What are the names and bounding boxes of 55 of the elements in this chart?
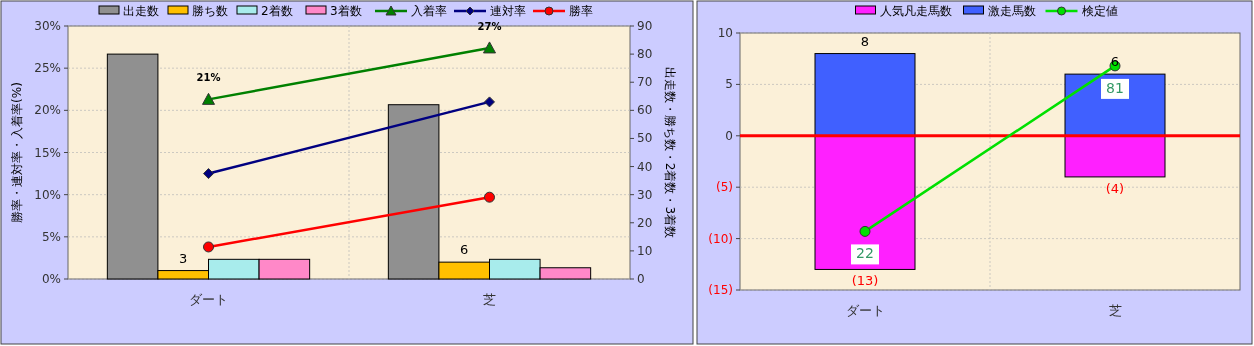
y-tick-label: 5 xyxy=(725,77,733,92)
x-tick-label: 芝 xyxy=(1108,303,1122,318)
y-tick-label: 0 xyxy=(725,128,733,143)
legend-label: 3着数 xyxy=(330,4,362,18)
y2-tick-label: 70 xyxy=(637,75,653,90)
bar xyxy=(814,53,916,137)
legend-label: 勝ち数 xyxy=(192,4,228,18)
data-label: 6 xyxy=(460,242,469,258)
point xyxy=(203,168,214,180)
data-label: 8 xyxy=(860,33,870,49)
y-tick-label: 25% xyxy=(34,61,61,76)
point xyxy=(203,241,214,253)
y2-axis-title: 出走数・勝ち数・2着数・3着数 xyxy=(663,66,677,239)
y-tick-label: 20% xyxy=(34,103,61,118)
legend-label: 激走馬数 xyxy=(987,4,1036,18)
y2-tick-label: 90 xyxy=(637,19,653,33)
legend-label: 入着率 xyxy=(411,4,447,18)
y-tick-label: 5% xyxy=(41,229,61,244)
bar xyxy=(1064,135,1166,178)
y2-tick-label: 60 xyxy=(637,103,653,118)
y-tick-label: 10% xyxy=(34,187,61,202)
annotation: 81 xyxy=(1106,79,1124,96)
y2-tick-label: 40 xyxy=(637,159,653,174)
y-tick-label: (15) xyxy=(708,283,733,297)
y-axis-title: 勝率・連対率・入着率(%) xyxy=(10,82,24,223)
y-tick-label: (10) xyxy=(708,231,733,246)
legend-label: 人気凡走馬数 xyxy=(879,4,952,18)
y-tick-label: (5) xyxy=(716,180,733,195)
legend-label: 2着数 xyxy=(261,4,293,18)
point xyxy=(484,96,495,108)
y2-tick-label: 30 xyxy=(637,187,653,202)
x-tick-label: ダート xyxy=(189,292,228,307)
y-tick-label: 15% xyxy=(34,145,61,160)
bar xyxy=(814,135,916,270)
y2-tick-label: 80 xyxy=(637,47,653,62)
legend-label: 勝率 xyxy=(569,4,593,18)
data-label: 27% xyxy=(477,20,502,32)
y2-tick-label: 10 xyxy=(637,243,653,258)
data-label: (13) xyxy=(851,273,879,289)
y2-tick-label: 20 xyxy=(637,215,653,230)
y-tick-label: 10 xyxy=(717,26,733,40)
y-tick-label: 30% xyxy=(34,19,61,33)
legend-label: 連対率 xyxy=(490,4,526,18)
point xyxy=(484,191,495,203)
legend-label: 出走数 xyxy=(123,4,159,18)
data-label: (4) xyxy=(1105,180,1125,196)
x-tick-label: ダート xyxy=(845,303,885,318)
x-tick-label: 芝 xyxy=(483,292,496,307)
y2-tick-label: 0 xyxy=(637,272,645,286)
data-label: 21% xyxy=(196,72,221,84)
y-tick-label: 0% xyxy=(41,272,61,286)
annotation: 22 xyxy=(856,245,874,262)
data-label: 3 xyxy=(179,250,188,266)
y2-tick-label: 50 xyxy=(637,131,653,146)
legend-label: 検定値 xyxy=(1081,4,1118,18)
